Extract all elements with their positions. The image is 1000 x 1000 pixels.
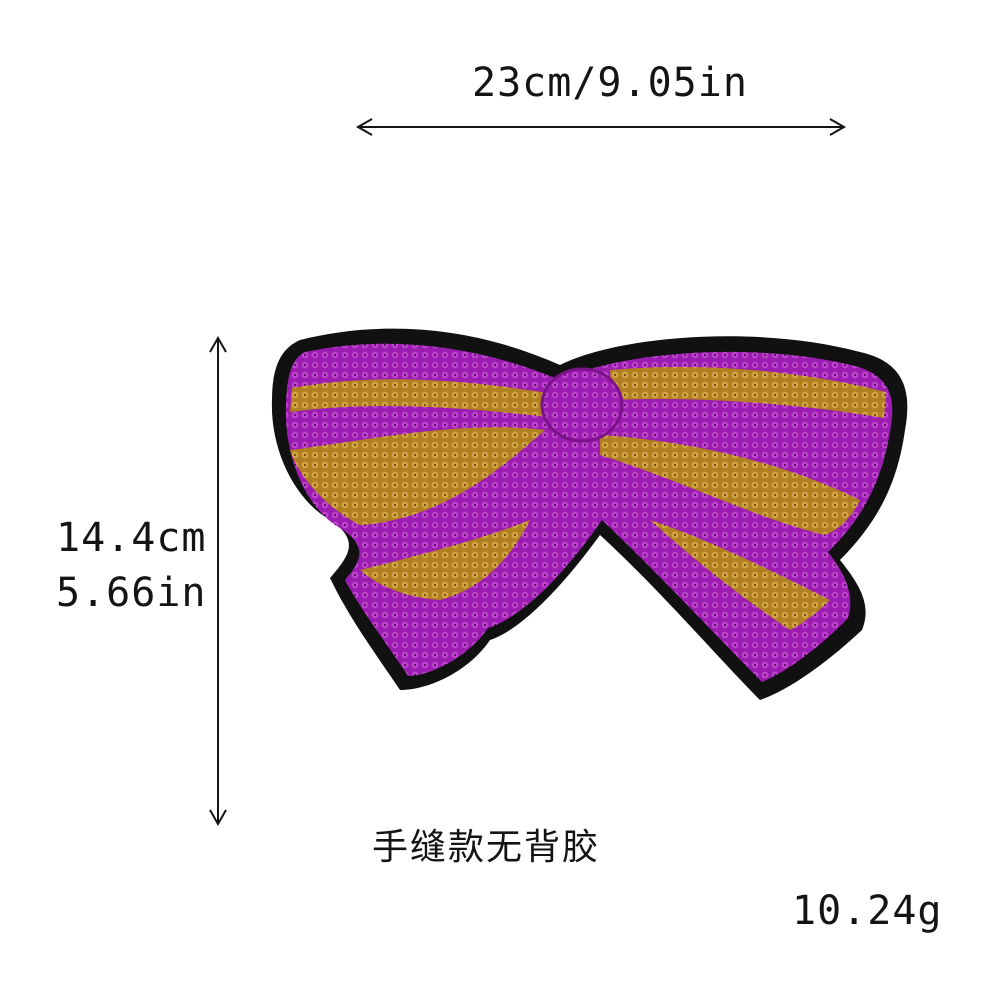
sewing-note: 手缝款无背胶 [372, 827, 601, 868]
width-dimension-arrow [355, 118, 847, 136]
height-dimension-arrow [209, 335, 227, 827]
bow-gold-stripe-1 [290, 379, 560, 418]
bow-gold-stripe-4 [610, 366, 886, 418]
height-label-cm: 14.4cm [56, 515, 207, 561]
width-label: 23cm/9.05in [472, 60, 748, 106]
weight-label: 10.24g [792, 888, 943, 934]
bow-gold-stripe-6 [650, 520, 830, 630]
bow-gold-stripe-5 [600, 435, 860, 535]
bow-gold-stripe-3 [360, 520, 530, 600]
bow-patch [271, 328, 908, 700]
bow-gold-stripe-2 [290, 427, 545, 525]
height-label-in: 5.66in [56, 570, 207, 616]
bow-knot [540, 367, 624, 443]
